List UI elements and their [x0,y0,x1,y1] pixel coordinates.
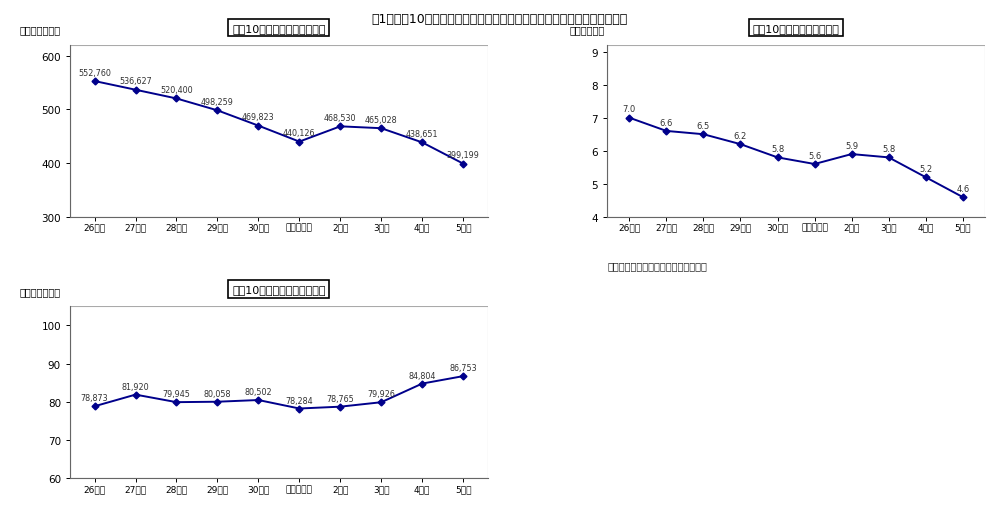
Text: 78,765: 78,765 [326,394,354,403]
Text: 520,400: 520,400 [160,86,193,95]
Text: 6.5: 6.5 [697,122,710,131]
Text: 498,259: 498,259 [201,98,234,107]
Text: （注）　競争率は受験者数／合格者数: （注） 競争率は受験者数／合格者数 [607,261,707,270]
Bar [70,307,488,478]
Text: （単位：千人）: （単位：千人） [20,25,61,35]
Text: （単位：千人）: （単位：千人） [20,286,61,296]
Text: 5.9: 5.9 [845,142,858,151]
Text: 80,058: 80,058 [204,389,231,398]
Bar [70,46,488,217]
Text: 536,627: 536,627 [119,77,152,86]
Text: 78,873: 78,873 [81,393,108,403]
Text: 438,651: 438,651 [406,130,438,139]
Text: 4.6: 4.6 [956,184,969,193]
Bar [607,46,985,217]
Text: 468,530: 468,530 [324,114,357,123]
Text: （単位：倍）: （単位：倍） [569,25,605,35]
Text: 552,760: 552,760 [78,69,111,77]
Text: 5.8: 5.8 [771,145,784,154]
Text: 6.2: 6.2 [734,132,747,140]
Text: 80,502: 80,502 [245,387,272,397]
Text: 7.0: 7.0 [623,105,636,114]
Text: 6.6: 6.6 [660,119,673,127]
Text: 囱1　過去10年間の競争試験における受験者数、合格者数、競争率の推移: 囱1 過去10年間の競争試験における受験者数、合格者数、競争率の推移 [372,13,628,25]
Text: 79,926: 79,926 [367,390,395,399]
Text: 過去10年間の合格者数の推移: 過去10年間の合格者数の推移 [232,285,326,294]
Text: 78,284: 78,284 [286,396,313,405]
Text: 465,028: 465,028 [365,116,398,125]
Text: 5.8: 5.8 [882,145,895,154]
Text: 5.6: 5.6 [808,151,821,160]
Text: 399,199: 399,199 [447,151,480,160]
Text: 79,945: 79,945 [163,389,190,399]
Text: 81,920: 81,920 [122,382,149,391]
Text: 440,126: 440,126 [283,129,316,138]
Text: 86,753: 86,753 [449,363,477,373]
Text: 84,804: 84,804 [409,371,436,380]
Text: 過去10年間の競争率の推移: 過去10年間の競争率の推移 [753,23,839,34]
Text: 469,823: 469,823 [242,113,275,122]
Text: 過去10年間の受験者数の推移: 過去10年間の受験者数の推移 [232,23,326,34]
Text: 5.2: 5.2 [919,164,932,174]
